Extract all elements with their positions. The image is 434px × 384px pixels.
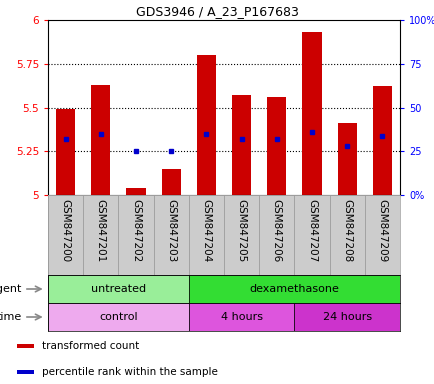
Bar <box>224 195 259 275</box>
Text: GSM847205: GSM847205 <box>236 199 246 262</box>
Bar <box>302 32 321 195</box>
Text: GSM847200: GSM847200 <box>60 199 70 262</box>
Bar <box>259 195 294 275</box>
Text: dexamethasone: dexamethasone <box>249 284 339 294</box>
Text: GSM847207: GSM847207 <box>306 199 316 262</box>
Bar <box>372 86 391 195</box>
Bar <box>161 169 181 195</box>
Text: percentile rank within the sample: percentile rank within the sample <box>42 367 217 377</box>
Bar <box>118 195 153 275</box>
Text: agent: agent <box>0 284 22 294</box>
Bar <box>48 195 83 275</box>
Bar <box>126 188 145 195</box>
Text: control: control <box>99 312 138 322</box>
Bar <box>17 371 34 374</box>
Bar <box>48 303 188 331</box>
Text: time: time <box>0 312 22 322</box>
Text: GSM847204: GSM847204 <box>201 199 211 262</box>
Text: GSM847206: GSM847206 <box>271 199 281 262</box>
Bar <box>188 303 294 331</box>
Bar <box>83 195 118 275</box>
Text: GSM847209: GSM847209 <box>377 199 387 262</box>
Bar <box>188 275 399 303</box>
Bar <box>294 195 329 275</box>
Bar <box>17 344 34 348</box>
Bar <box>56 109 75 195</box>
Bar <box>231 95 251 195</box>
Text: 4 hours: 4 hours <box>220 312 262 322</box>
Text: GDS3946 / A_23_P167683: GDS3946 / A_23_P167683 <box>136 5 298 18</box>
Text: GSM847208: GSM847208 <box>342 199 352 262</box>
Bar <box>188 195 224 275</box>
Bar <box>266 97 286 195</box>
Bar <box>294 303 399 331</box>
Bar <box>91 85 110 195</box>
Text: untreated: untreated <box>91 284 146 294</box>
Text: GSM847202: GSM847202 <box>131 199 141 262</box>
Bar <box>48 275 188 303</box>
Bar <box>337 123 356 195</box>
Text: transformed count: transformed count <box>42 341 139 351</box>
Text: 24 hours: 24 hours <box>322 312 371 322</box>
Bar <box>196 55 216 195</box>
Text: GSM847201: GSM847201 <box>95 199 105 262</box>
Bar <box>153 195 188 275</box>
Bar <box>364 195 399 275</box>
Text: GSM847203: GSM847203 <box>166 199 176 262</box>
Bar <box>329 195 364 275</box>
